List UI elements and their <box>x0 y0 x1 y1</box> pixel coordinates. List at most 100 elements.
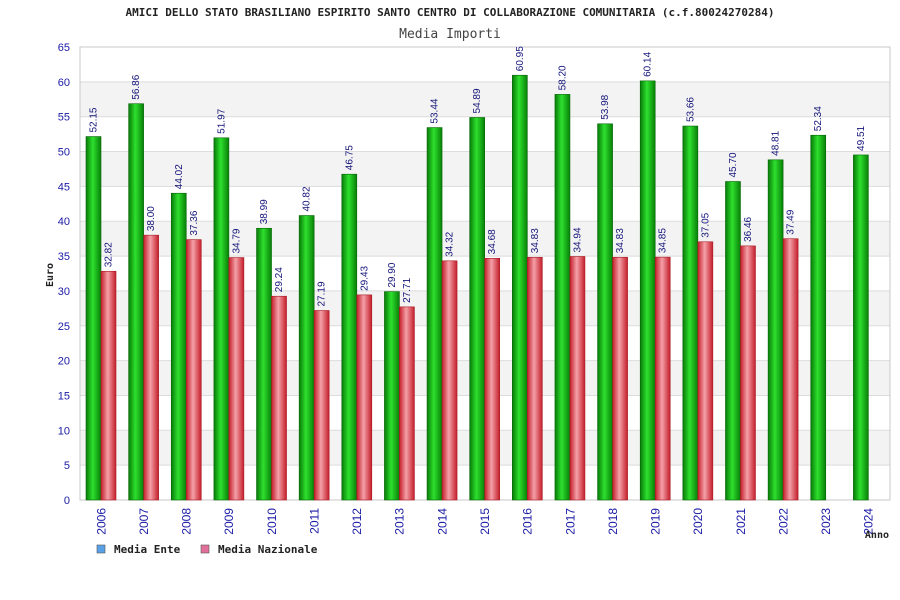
bar-media-nazionale <box>527 256 543 501</box>
bar-media-ente <box>469 117 485 501</box>
y-tick-label: 45 <box>58 181 70 193</box>
bars <box>85 74 869 501</box>
value-label: 40.82 <box>302 186 313 211</box>
chart-title: AMICI DELLO STATO BRASILIANO ESPIRITO SA… <box>125 6 774 19</box>
x-tick-label: 2021 <box>734 508 748 535</box>
y-tick-label: 50 <box>58 147 70 159</box>
y-tick-label: 35 <box>58 251 70 263</box>
y-tick-label: 5 <box>64 460 70 472</box>
x-tick-label: 2006 <box>94 508 108 535</box>
value-label: 52.15 <box>89 107 100 132</box>
y-tick-label: 30 <box>58 286 70 298</box>
value-label: 29.43 <box>359 265 370 290</box>
bar-media-nazionale <box>740 245 756 501</box>
value-label: 34.32 <box>445 231 456 256</box>
bar-media-ente <box>810 134 827 501</box>
value-label: 53.98 <box>600 94 611 119</box>
x-tick-label: 2007 <box>137 508 151 535</box>
bar-media-ente <box>341 173 358 501</box>
value-label: 34.85 <box>658 228 669 253</box>
y-tick-label: 10 <box>58 425 70 437</box>
value-label: 37.05 <box>700 212 711 237</box>
value-label: 37.49 <box>786 209 797 234</box>
legend-swatch <box>96 544 106 554</box>
bar-media-ente <box>682 125 699 501</box>
bar-media-nazionale <box>100 270 117 501</box>
x-tick-label: 2015 <box>478 508 492 535</box>
bar-media-ente <box>256 227 272 501</box>
bar-media-nazionale <box>399 306 415 501</box>
value-label: 29.24 <box>274 267 285 292</box>
y-tick-label: 55 <box>58 112 70 124</box>
chart-subtitle: Media Importi <box>399 27 501 42</box>
value-label: 53.44 <box>430 98 441 123</box>
bar-media-ente <box>512 74 528 501</box>
value-label: 46.75 <box>344 145 355 170</box>
y-tick-label: 15 <box>58 390 70 402</box>
grid-band <box>80 81 890 117</box>
y-tick-label: 0 <box>64 495 70 507</box>
bar-media-nazionale <box>441 260 458 501</box>
bar-media-ente <box>298 215 315 501</box>
legend-swatch <box>200 544 210 554</box>
value-label: 34.68 <box>487 229 498 254</box>
bar-media-ente <box>170 192 187 501</box>
bar-media-ente <box>554 94 571 501</box>
value-label: 32.82 <box>104 242 115 267</box>
value-label: 34.83 <box>615 228 626 253</box>
value-label: 60.95 <box>515 46 526 71</box>
value-label: 44.02 <box>174 164 185 189</box>
value-label: 45.70 <box>728 152 739 177</box>
x-tick-label: 2020 <box>691 508 705 535</box>
y-tick-label: 40 <box>58 216 70 228</box>
value-label: 34.79 <box>231 228 242 253</box>
y-axis-ticks: 0 5 10 15 20 25 30 35 40 45 50 55 60 65 <box>58 42 70 507</box>
value-labels: 52.15 32.82 56.86 38.00 44.02 37.36 51.97 34.79… <box>89 46 867 307</box>
bar-media-ente <box>213 137 230 501</box>
value-label: 48.81 <box>771 130 782 155</box>
value-label: 54.89 <box>472 88 483 113</box>
y-axis-label: Euro <box>45 263 56 287</box>
value-label: 58.20 <box>557 65 568 90</box>
x-tick-label: 2016 <box>521 508 535 535</box>
bar-media-nazionale <box>782 238 799 501</box>
bar-media-nazionale <box>612 256 628 501</box>
value-label: 36.46 <box>743 216 754 241</box>
value-label: 53.66 <box>685 97 696 122</box>
bar-media-ente <box>597 123 613 501</box>
x-tick-label: 2018 <box>606 508 620 535</box>
x-axis-label: Anno <box>865 530 889 541</box>
x-tick-label: 2011 <box>307 508 321 534</box>
y-tick-label: 65 <box>58 42 70 54</box>
bar-media-ente <box>85 136 102 501</box>
x-tick-label: 2024 <box>862 508 876 535</box>
value-label: 34.94 <box>572 227 583 252</box>
x-tick-label: 2023 <box>819 508 833 535</box>
grid-band <box>80 116 890 152</box>
bar-media-ente <box>725 181 741 501</box>
bar-media-nazionale <box>228 257 245 501</box>
value-label: 29.90 <box>387 262 398 287</box>
value-label: 27.71 <box>402 277 413 302</box>
value-label: 38.00 <box>146 206 157 231</box>
value-label: 27.19 <box>317 281 328 306</box>
bar-media-ente <box>384 291 400 501</box>
x-tick-label: 2013 <box>393 508 407 535</box>
bar-media-nazionale <box>143 234 159 501</box>
x-tick-label: 2012 <box>350 508 364 535</box>
x-tick-label: 2019 <box>649 508 663 535</box>
value-label: 37.36 <box>189 210 200 235</box>
grid-band <box>80 47 890 82</box>
bar-media-nazionale <box>654 256 671 501</box>
bar-media-ente <box>639 80 656 501</box>
legend: Media Ente Media Nazionale <box>96 543 318 556</box>
legend-label: Media Nazionale <box>218 543 318 556</box>
value-label: 38.99 <box>259 199 270 224</box>
x-tick-label: 2010 <box>265 508 279 535</box>
x-tick-label: 2017 <box>563 508 577 535</box>
bar-media-nazionale <box>185 239 202 501</box>
x-tick-label: 2022 <box>776 508 790 535</box>
legend-label: Media Ente <box>114 543 181 556</box>
bar-media-ente <box>128 103 144 501</box>
